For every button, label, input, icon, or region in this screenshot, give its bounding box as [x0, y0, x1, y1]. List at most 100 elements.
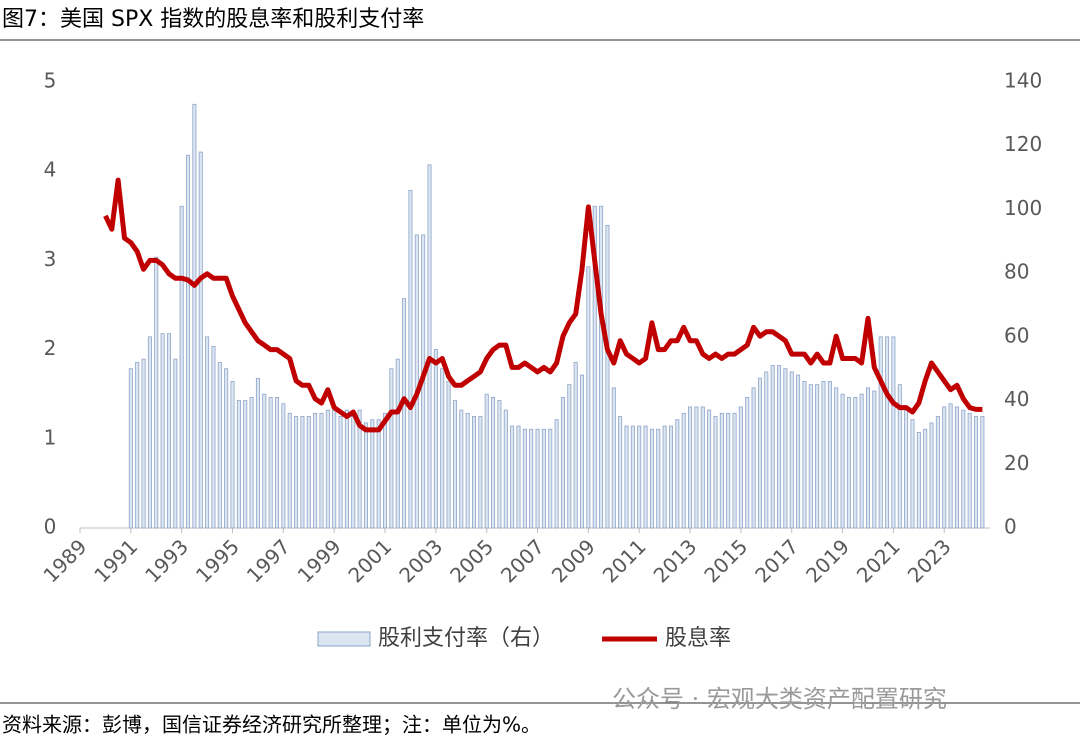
bar: [141, 358, 146, 529]
bar: [745, 396, 750, 529]
bar: [923, 428, 928, 529]
x-tick-label: 2009: [547, 534, 600, 587]
bar: [383, 412, 388, 529]
bar: [198, 151, 203, 529]
x-tick-label: 2003: [394, 534, 447, 587]
y-tick-label: 5: [44, 69, 57, 93]
bar: [611, 387, 616, 529]
bar: [599, 205, 604, 529]
bar: [821, 381, 826, 529]
bar: [865, 387, 870, 529]
bar: [827, 381, 832, 529]
bar: [268, 396, 273, 529]
bar: [160, 333, 165, 529]
bar: [751, 387, 756, 529]
x-tick-label: 2023: [903, 534, 956, 587]
bar: [713, 416, 718, 529]
bar: [325, 409, 330, 529]
bar: [249, 396, 254, 529]
bar: [560, 396, 565, 529]
y2-tick-label: 40: [1004, 387, 1029, 411]
y2-tick-label: 100: [1004, 196, 1042, 220]
y2-tick-label: 0: [1004, 515, 1017, 539]
bar: [548, 428, 553, 529]
bar: [897, 384, 902, 529]
y-tick-label: 0: [44, 515, 57, 539]
bar: [707, 409, 712, 529]
bar: [135, 361, 140, 529]
bar: [637, 425, 642, 529]
bar: [128, 368, 133, 529]
legend-swatch: [317, 631, 371, 647]
bar: [732, 412, 737, 529]
bar: [802, 381, 807, 529]
bar: [618, 416, 623, 529]
bar: [344, 409, 349, 529]
y2-tick-label: 80: [1004, 260, 1029, 284]
bar: [173, 358, 178, 529]
bar: [688, 406, 693, 529]
bar: [503, 409, 508, 529]
bar: [427, 164, 432, 529]
bar: [770, 365, 775, 529]
bar: [757, 377, 762, 529]
bar: [408, 189, 413, 529]
bar: [491, 396, 496, 529]
bar: [217, 361, 222, 529]
bar: [433, 349, 438, 529]
line: [103, 177, 983, 433]
bar: [154, 256, 159, 529]
bar: [675, 419, 680, 529]
bar: [891, 336, 896, 529]
bar: [853, 396, 858, 529]
bar: [478, 416, 483, 529]
bar: [586, 266, 591, 529]
bar: [649, 428, 654, 529]
bar: [859, 393, 864, 529]
bar: [529, 428, 534, 529]
bar: [726, 412, 731, 529]
bar: [567, 384, 572, 529]
x-tick-label: 1997: [242, 534, 295, 587]
bar: [885, 336, 890, 529]
y2-tick-label: 20: [1004, 451, 1029, 475]
y2-tick-label: 120: [1004, 132, 1042, 156]
y-tick-label: 3: [44, 247, 57, 271]
x-tick-label: 2007: [496, 534, 549, 587]
bar: [243, 400, 248, 529]
bar: [910, 419, 915, 529]
bar: [592, 205, 597, 529]
bar: [834, 387, 839, 529]
x-tick-label: 2017: [750, 534, 803, 587]
bar: [294, 416, 299, 529]
bar: [166, 333, 171, 529]
bar: [357, 409, 362, 529]
bar: [179, 205, 184, 529]
x-tick-label: 1991: [89, 534, 142, 587]
bar: [465, 412, 470, 529]
bar: [522, 428, 527, 529]
y2-tick-label: 60: [1004, 323, 1029, 347]
bar: [510, 425, 515, 529]
x-tick-label: 2021: [852, 534, 905, 587]
chart-title: 图7：美国 SPX 指数的股息率和股利支付率: [2, 7, 424, 32]
bar: [281, 403, 286, 529]
bar: [395, 358, 400, 529]
bar: [319, 412, 324, 529]
bar: [224, 368, 229, 529]
bar: [948, 403, 953, 529]
bar: [929, 422, 934, 529]
bar: [541, 428, 546, 529]
bar: [904, 406, 909, 529]
bar: [516, 425, 521, 529]
x-tick-label: 2013: [649, 534, 702, 587]
watermark: 公众号 · 宏观大类资产配置研究: [612, 685, 947, 713]
bar: [255, 377, 260, 529]
bar: [452, 400, 457, 529]
bar: [980, 416, 985, 529]
bar: [624, 425, 629, 529]
bar: [974, 416, 979, 529]
bar: [332, 409, 337, 529]
bar: [262, 393, 267, 529]
